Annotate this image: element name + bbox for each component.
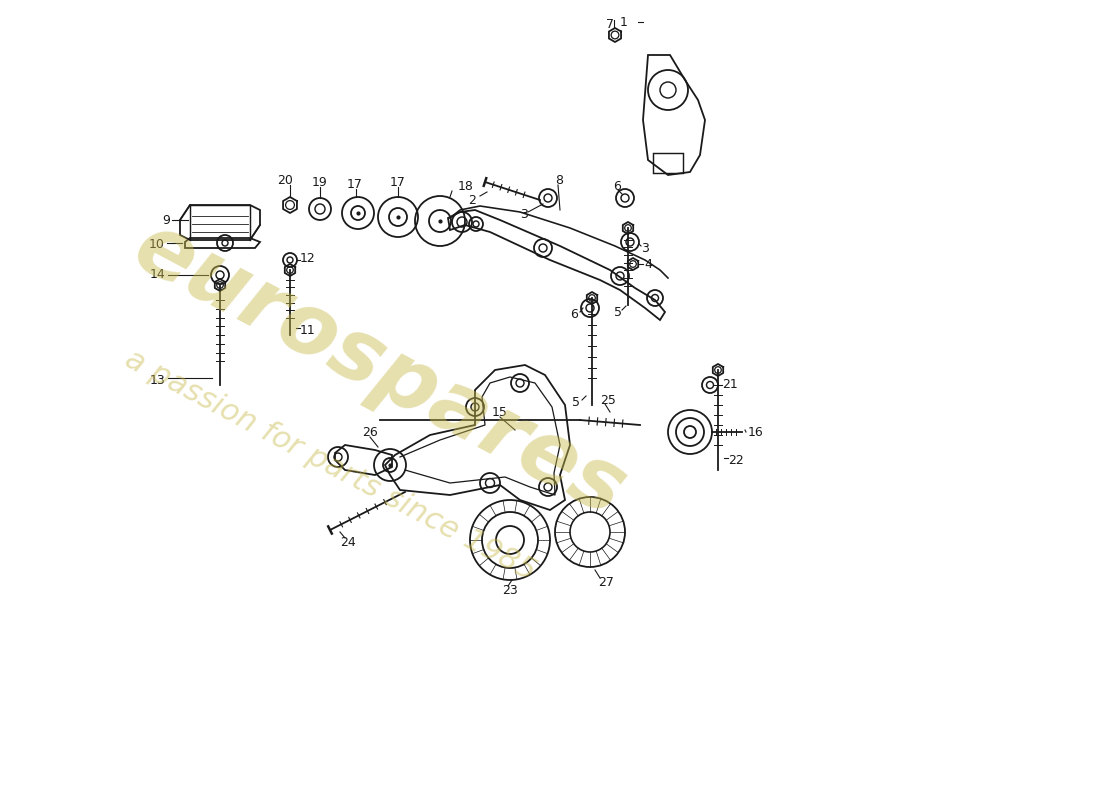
Text: 19: 19: [312, 177, 328, 190]
Text: a passion for parts since 1985: a passion for parts since 1985: [120, 344, 540, 586]
Text: 6: 6: [570, 309, 578, 322]
Text: 5: 5: [572, 395, 580, 409]
Text: 9: 9: [162, 214, 170, 226]
Text: 24: 24: [340, 535, 355, 549]
Text: 7: 7: [606, 18, 614, 31]
Text: 4: 4: [644, 258, 652, 270]
Bar: [653, 153, 683, 173]
Text: 10: 10: [150, 238, 165, 251]
Text: 27: 27: [598, 575, 614, 589]
Text: 11: 11: [300, 323, 316, 337]
Text: 1: 1: [620, 15, 628, 29]
Text: 12: 12: [300, 251, 316, 265]
Text: 26: 26: [362, 426, 377, 439]
Text: 17: 17: [348, 178, 363, 191]
Text: 22: 22: [728, 454, 744, 466]
Text: eurospares: eurospares: [120, 206, 640, 534]
Text: 16: 16: [748, 426, 763, 438]
Text: 14: 14: [150, 269, 165, 282]
Text: 3: 3: [641, 242, 649, 254]
Text: 23: 23: [502, 583, 518, 597]
Text: 13: 13: [150, 374, 165, 386]
Text: 6: 6: [613, 179, 620, 193]
Text: 20: 20: [277, 174, 293, 186]
Text: 2: 2: [468, 194, 476, 206]
Text: 8: 8: [556, 174, 563, 186]
Text: 15: 15: [492, 406, 508, 419]
Text: 5: 5: [614, 306, 622, 318]
Text: 18: 18: [458, 181, 474, 194]
Text: 3: 3: [520, 209, 528, 222]
Text: 21: 21: [722, 378, 738, 391]
Text: 25: 25: [600, 394, 616, 406]
Text: 17: 17: [390, 177, 406, 190]
